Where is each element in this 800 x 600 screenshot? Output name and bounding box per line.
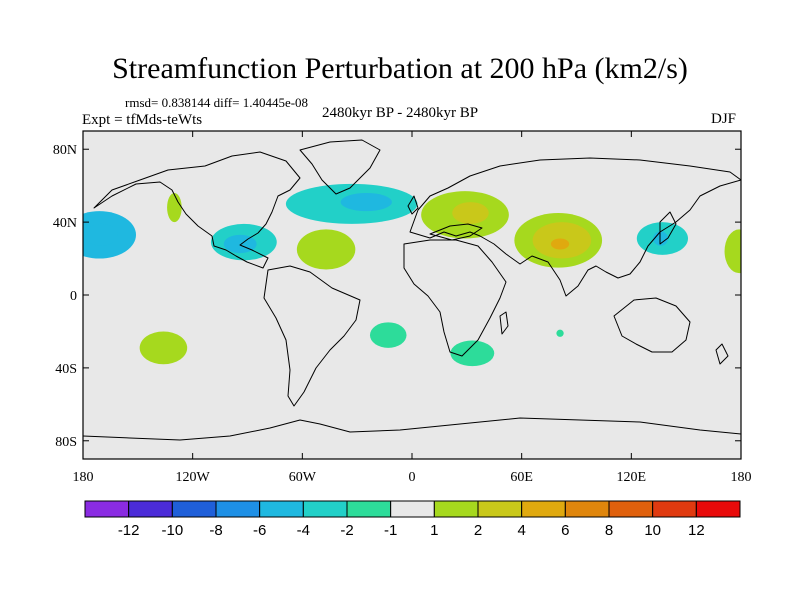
colorbar-swatch (564, 500, 610, 518)
coast-eurasia (409, 157, 741, 297)
field-dateline-positive (724, 229, 741, 274)
colorbar-label: 2 (474, 522, 482, 539)
colorbar-swatch (215, 500, 261, 518)
colorbar-label: -6 (253, 522, 266, 539)
season-label: DJF (711, 111, 737, 127)
field-south-africa-negative (450, 340, 495, 367)
coastlines (83, 139, 741, 441)
period-label: 2480kyr BP - 2480kyr BP (322, 105, 479, 121)
coast-north-america (93, 151, 301, 269)
y-tick-label: 40N (53, 216, 77, 231)
colorbar-label: -1 (384, 522, 397, 539)
coast-new-zealand (715, 343, 729, 365)
coast-uk (407, 195, 419, 215)
x-tick-label: 120E (617, 470, 647, 485)
coast-madagascar (499, 311, 509, 335)
field-north-atlantic-core (340, 192, 392, 212)
colorbar-swatch (433, 500, 479, 518)
y-tick-label: 40S (55, 362, 77, 377)
x-tick-label: 60E (510, 470, 533, 485)
colorbar-swatch (695, 500, 741, 518)
colorbar-label: -10 (161, 522, 183, 539)
field-south-atlantic-negative (369, 322, 407, 348)
y-tick-label: 80S (55, 435, 77, 450)
x-tick-label: 180 (73, 470, 94, 485)
stats-line: rmsd= 0.838144 diff= 1.40445e-08 (125, 95, 309, 110)
colorbar-swatch (84, 500, 130, 518)
field-central-atlantic-positive (296, 229, 356, 270)
field-south-pacific-positive (139, 331, 188, 365)
colorbar-swatch (128, 500, 173, 518)
colorbar-swatch (302, 500, 348, 518)
coast-japan (659, 211, 677, 245)
x-tick-label: 0 (409, 470, 416, 485)
colorbar-label: -4 (297, 522, 310, 539)
colorbar-swatch (608, 500, 654, 518)
colorbar-swatch (652, 500, 697, 518)
colorbar-label: -8 (209, 522, 222, 539)
coast-greenland (299, 139, 381, 195)
colorbar-swatch (477, 500, 523, 518)
field-north-pacific-core (84, 223, 118, 246)
x-tick-label: 60W (289, 470, 317, 485)
x-tick-label: 120W (176, 470, 211, 485)
coast-antarctica (83, 417, 741, 441)
coast-africa (403, 239, 507, 357)
colorbar-label: 4 (517, 522, 525, 539)
colorbar-label: -12 (118, 522, 140, 539)
field-asia-core (550, 238, 570, 250)
field-indian-ocean-small (556, 329, 564, 337)
coast-australia (613, 297, 691, 353)
colorbar-label: 1 (430, 522, 438, 539)
experiment-label: Expt = tfMds-teWts (82, 112, 203, 128)
colorbar-label: 12 (688, 522, 705, 539)
chart-title: Streamfunction Perturbation at 200 hPa (… (112, 52, 688, 85)
coast-south-america (263, 265, 361, 407)
field-europe-core (452, 202, 489, 224)
colorbar-swatch (346, 500, 392, 518)
y-tick-label: 0 (70, 289, 77, 304)
colorbar-swatch (521, 500, 566, 518)
colorbar-swatch (171, 500, 217, 518)
map-background (83, 131, 741, 459)
y-tick-label: 80N (53, 143, 77, 158)
colorbar-label: 8 (605, 522, 613, 539)
colorbar-label: -2 (340, 522, 353, 539)
colorbar-swatch (259, 500, 304, 518)
colorbar-label: 6 (561, 522, 569, 539)
colorbar-label: 10 (644, 522, 661, 539)
field-us-west-positive (167, 192, 182, 223)
colorbar-swatch (390, 500, 435, 518)
x-tick-label: 180 (731, 470, 752, 485)
